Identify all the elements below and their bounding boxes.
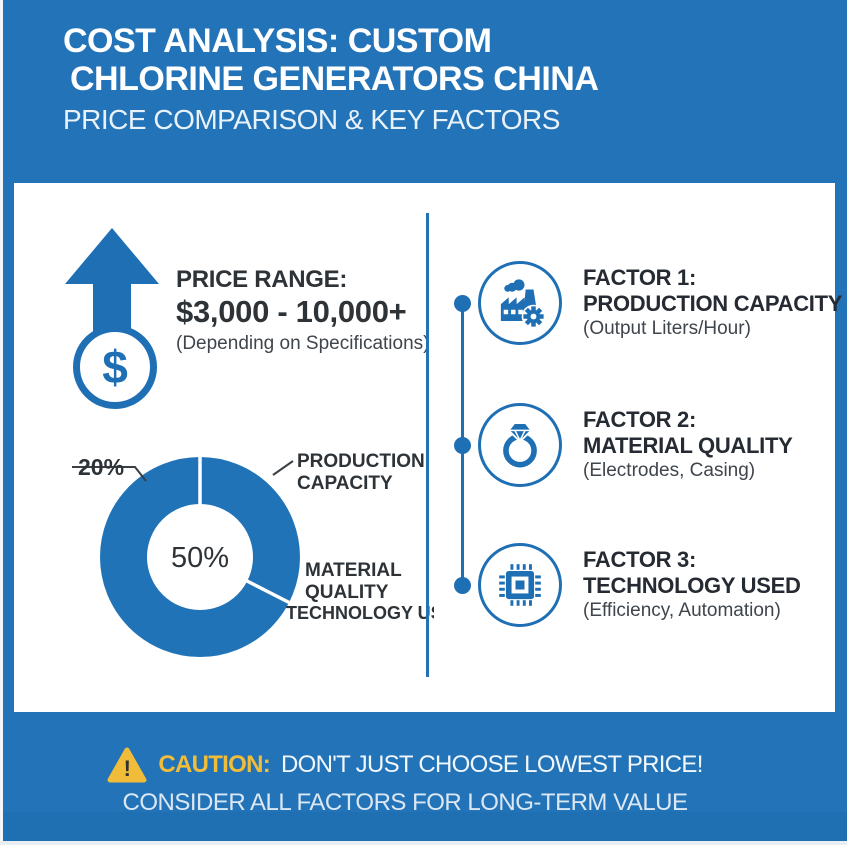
price-range-value: $3,000 - 10,000+	[176, 294, 407, 329]
production-leader-line	[272, 460, 294, 476]
factor-2-title: FACTOR 2:	[583, 407, 697, 432]
price-range-note: (Depending on Specifications)	[176, 333, 430, 354]
left-edge-strip	[0, 0, 3, 845]
arrow-up-icon	[65, 228, 159, 332]
factor-3-name: TECHNOLOGY USED	[583, 573, 801, 598]
bottom-edge-strip	[0, 841, 847, 845]
factor-1-name: PRODUCTION CAPACITY	[583, 291, 843, 316]
factor-1-circle	[478, 261, 562, 345]
callout-leader-line	[72, 466, 147, 482]
factor-row-3: FACTOR 3: TECHNOLOGY USED (Efficiency, A…	[478, 533, 830, 637]
donut-divider-lower-right	[199, 555, 295, 607]
warning-triangle-icon: !	[107, 747, 147, 783]
factor-2-text: FACTOR 2: MATERIAL QUALITY (Electrodes, …	[583, 407, 793, 483]
donut-callout-label: 20%	[78, 454, 124, 480]
chip-icon	[499, 564, 541, 606]
caution-section: ! CAUTION: DON'T JUST CHOOSE LOWEST PRIC…	[0, 747, 810, 817]
header: COST ANALYSIS: CUSTOM CHLORINE GENERATOR…	[63, 22, 599, 137]
price-range-label: PRICE RANGE:	[176, 266, 348, 293]
center-divider	[426, 213, 429, 677]
page-subtitle: PRICE COMPARISON & KEY FACTORS	[63, 104, 560, 135]
dollar-circle-icon: $	[73, 325, 157, 409]
segment-label-material-1: MATERIAL	[305, 560, 402, 581]
segment-label-technology: TECHNOLOGY USED	[286, 603, 434, 623]
factor-3-title: FACTOR 3:	[583, 547, 697, 572]
factor-2-detail: (Electrodes, Casing)	[583, 460, 756, 481]
factor-row-2: FACTOR 2: MATERIAL QUALITY (Electrodes, …	[478, 393, 830, 497]
factor-3-text: FACTOR 3: TECHNOLOGY USED (Efficiency, A…	[583, 547, 801, 623]
segment-label-production-1: PRODUCTION	[297, 451, 425, 472]
factor-row-1: FACTOR 1: PRODUCTION CAPACITY (Output Li…	[478, 251, 842, 355]
factor-3-detail: (Efficiency, Automation)	[583, 600, 781, 621]
timeline-dot-1	[454, 295, 471, 312]
page-title-line2: CHLORINE GENERATORS CHINA	[70, 60, 599, 98]
segment-label-production-2: CAPACITY	[297, 473, 393, 494]
bottom-band	[0, 812, 847, 841]
factor-1-detail: (Output Liters/Hour)	[583, 318, 751, 339]
donut-chart: 20% 50% PRODUCTION CAPACITY MATERIAL QUA…	[34, 428, 468, 683]
caution-text-2: CONSIDER ALL FACTORS FOR LONG-TERM VALUE	[122, 789, 689, 816]
factor-2-circle	[478, 403, 562, 487]
factory-icon	[500, 279, 546, 329]
factor-2-name: MATERIAL QUALITY	[583, 433, 793, 458]
factor-1-text: FACTOR 1: PRODUCTION CAPACITY (Output Li…	[583, 265, 842, 341]
timeline-dot-3	[454, 577, 471, 594]
content-card: $ PRICE RANGE: $3,000 - 10,000+ (Dependi…	[14, 183, 842, 712]
page-title-line1: COST ANALYSIS: CUSTOM	[63, 22, 492, 60]
factor-3-circle	[478, 543, 562, 627]
donut-center-label: 50%	[171, 542, 229, 574]
factor-1-title: FACTOR 1:	[583, 265, 697, 290]
caution-label: CAUTION:	[158, 751, 271, 778]
caution-text-1: DON'T JUST CHOOSE LOWEST PRICE!	[281, 751, 703, 778]
price-block: PRICE RANGE: $3,000 - 10,000+ (Depending…	[176, 266, 430, 356]
ring-icon	[503, 422, 537, 468]
caution-line-1: ! CAUTION: DON'T JUST CHOOSE LOWEST PRIC…	[0, 747, 810, 783]
segment-label-material-2: QUALITY	[305, 582, 389, 603]
timeline-dot-2	[454, 437, 471, 454]
dollar-symbol: $	[102, 341, 128, 393]
warning-exclamation: !	[124, 756, 131, 781]
